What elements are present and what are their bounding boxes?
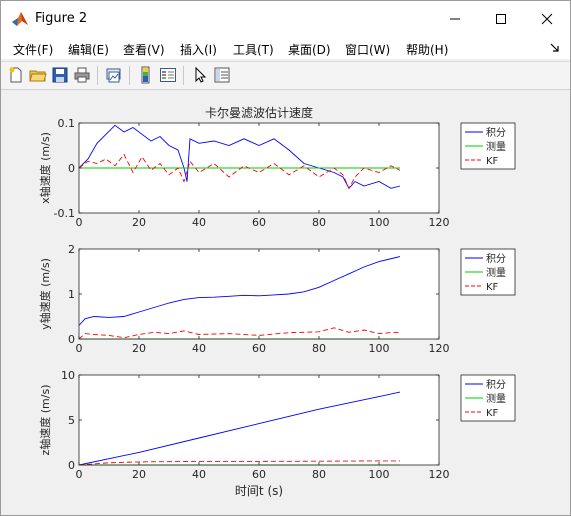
legend-entry: 积分 (486, 127, 506, 139)
y-tick-label: 0 (68, 162, 75, 175)
colorbar-icon[interactable] (137, 66, 155, 84)
legend-entry: 积分 (486, 379, 506, 391)
menu-bar: 文件(F) 编辑(E) 查看(V) 插入(I) 工具(T) 桌面(D) 窗口(W… (1, 37, 570, 59)
axes-background (79, 375, 439, 465)
property-editor-icon[interactable] (213, 66, 231, 84)
x-tick-label: 80 (312, 342, 326, 355)
legend-entry: 测量 (486, 266, 506, 279)
title-bar[interactable]: Figure 2 (1, 1, 570, 37)
y-tick-label: 2 (68, 243, 75, 256)
legend-entry: 积分 (486, 253, 506, 265)
new-figure-icon[interactable] (7, 66, 25, 84)
x-tick-label: 60 (252, 468, 266, 481)
x-tick-label: 0 (76, 342, 83, 355)
x-tick-label: 40 (192, 468, 206, 481)
chart-title: 卡尔曼滤波估计速度 (205, 105, 313, 120)
subplot-3: 0 20 40 60 80 100 120 0 5 10 z轴速度 (m/s) 时间t (s) 积分测量… (38, 369, 516, 498)
x-tick-label: 20 (132, 216, 146, 229)
toolbar-separator (183, 66, 184, 85)
legend-entry: KF (486, 282, 499, 293)
menu-insert[interactable]: 插入(I) (180, 43, 217, 57)
legend-entry: KF (486, 156, 499, 167)
minimize-icon (450, 18, 460, 20)
x-tick-label: 100 (369, 342, 390, 355)
x-tick-label: 20 (132, 342, 146, 355)
x-tick-label: 120 (429, 342, 450, 355)
menu-help[interactable]: 帮助(H) (406, 43, 449, 57)
menu-tools[interactable]: 工具(T) (233, 43, 274, 57)
y-tick-label: 10 (61, 369, 75, 382)
menu-window[interactable]: 窗口(W) (345, 43, 391, 57)
y-tick-label: 0 (68, 459, 75, 472)
matlab-icon (12, 12, 28, 26)
axes-background (79, 249, 439, 339)
series-line-1 (78, 391, 401, 466)
legend-entry: 测量 (486, 140, 506, 153)
y-tick-label: 0 (68, 333, 75, 346)
toolbar (1, 61, 570, 90)
series-line-3 (78, 460, 400, 466)
legend-entry: 测量 (486, 392, 506, 405)
x-tick-label: 120 (429, 216, 450, 229)
window-title: Figure 2 (35, 11, 88, 26)
x-tick-label: 60 (252, 216, 266, 229)
toolbar-separator (97, 66, 98, 85)
figure-canvas[interactable]: 0 20 40 60 80 100 120 -0.1 0 0.1 卡尔曼滤波估计速度 x轴速度 (m/… (5, 91, 565, 509)
x-tick-label: 0 (76, 468, 83, 481)
minimize-button[interactable] (432, 1, 478, 37)
close-icon (541, 13, 553, 25)
menu-file[interactable]: 文件(F) (13, 43, 54, 57)
x-tick-label: 60 (252, 342, 266, 355)
x-tick-label: 40 (192, 216, 206, 229)
x-tick-label: 0 (76, 216, 83, 229)
save-icon[interactable] (51, 66, 69, 84)
y-tick-label: 1 (68, 288, 75, 301)
pointer-icon[interactable] (191, 66, 209, 84)
x-tick-label: 100 (369, 216, 390, 229)
menu-view[interactable]: 查看(V) (123, 43, 165, 57)
legend-entry: KF (486, 408, 499, 419)
legend-icon[interactable] (159, 66, 177, 84)
series-line-1 (78, 256, 401, 326)
x-tick-label: 80 (312, 468, 326, 481)
y-axis-label: z轴速度 (m/s) (38, 384, 52, 455)
y-tick-label: 5 (68, 414, 75, 427)
open-file-icon[interactable] (29, 66, 47, 84)
menu-edit[interactable]: 编辑(E) (68, 43, 109, 57)
menu-desktop[interactable]: 桌面(D) (288, 43, 331, 57)
x-tick-label: 40 (192, 342, 206, 355)
x-tick-label: 20 (132, 468, 146, 481)
x-tick-label: 100 (369, 468, 390, 481)
x-tick-label: 120 (429, 468, 450, 481)
toolbar-separator (129, 66, 130, 85)
close-button[interactable] (524, 1, 570, 37)
y-axis-label: y轴速度 (m/s) (38, 258, 52, 330)
print-icon[interactable] (73, 66, 91, 84)
series-line-3 (78, 327, 401, 340)
y-axis-label: x轴速度 (m/s) (38, 132, 52, 204)
x-axis-label: 时间t (s) (235, 484, 283, 498)
x-tick-label: 80 (312, 216, 326, 229)
y-tick-label: -0.1 (54, 207, 75, 220)
maximize-icon (496, 14, 506, 24)
y-tick-label: 0.1 (58, 117, 76, 130)
link-plot-icon[interactable] (105, 66, 123, 84)
maximize-button[interactable] (478, 1, 524, 37)
series-line-3 (78, 153, 401, 190)
dock-arrow-icon[interactable] (550, 43, 560, 53)
